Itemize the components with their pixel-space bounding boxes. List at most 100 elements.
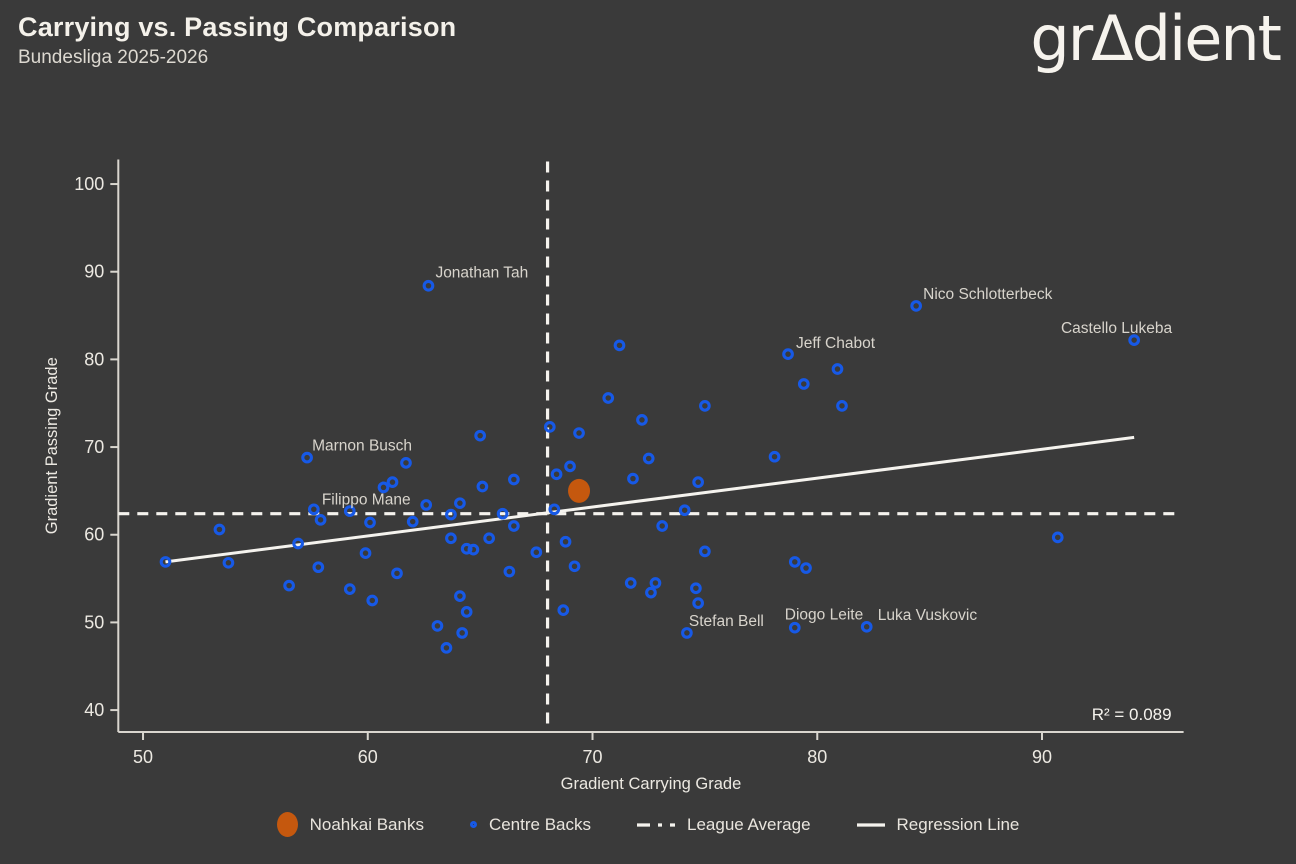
centre-back-point: [386, 476, 399, 488]
player-label: Stefan Bell: [689, 613, 764, 630]
centre-back-point: [454, 590, 466, 602]
centre-back-point: [656, 520, 669, 532]
centre-back-point: [910, 300, 923, 312]
y-tick-label: 70: [84, 437, 104, 457]
centre-back-point: [508, 473, 520, 486]
centre-back-point: [530, 546, 543, 559]
centre-back-point: [613, 339, 626, 352]
centre-back-point: [645, 586, 657, 599]
gradient-logo: grΔdient: [1030, 2, 1282, 75]
legend-item-centre-backs: Centre Backs: [469, 814, 591, 835]
player-label: Marnon Busch: [312, 438, 412, 455]
centre-back-point: [467, 543, 480, 556]
centre-back-point: [573, 427, 585, 439]
centre-back-point: [445, 508, 457, 521]
centre-back-point: [445, 532, 457, 545]
centre-back-point: [548, 503, 561, 516]
chart-legend: Noahkai Banks Centre Backs League Averag…: [0, 812, 1296, 837]
centre-back-point: [343, 505, 356, 517]
player-label: Jeff Chabot: [796, 335, 876, 352]
orange-dot-icon: [276, 812, 298, 837]
centre-back-point: [476, 480, 489, 493]
blue-ring-icon: [469, 821, 477, 828]
page-title: Carrying vs. Passing Comparison: [18, 12, 457, 42]
centre-back-point: [836, 400, 848, 412]
y-tick-label: 40: [84, 700, 104, 720]
centre-back-point: [292, 537, 304, 550]
centre-back-point: [692, 476, 704, 488]
x-axis-title: Gradient Carrying Grade: [561, 775, 742, 793]
centre-back-point: [364, 516, 376, 529]
centre-back-point: [557, 604, 570, 616]
centre-back-point: [564, 460, 576, 473]
legend-label: Noahkai Banks: [309, 814, 424, 834]
x-tick-label: 90: [1032, 747, 1052, 767]
centre-back-point: [508, 520, 520, 532]
centre-back-point: [1128, 334, 1141, 346]
centre-back-point: [503, 565, 516, 578]
centre-back-point: [568, 560, 581, 573]
centre-back-point: [636, 414, 648, 426]
noahkai-banks-point: [568, 478, 591, 503]
centre-back-point: [420, 499, 433, 511]
centre-back-point: [690, 582, 702, 595]
centre-back-point: [454, 497, 466, 510]
legend-label: League Average: [687, 814, 811, 834]
centre-back-point: [312, 561, 325, 574]
centre-back-point: [377, 481, 390, 494]
solid-line-icon: [856, 822, 885, 827]
y-tick-label: 100: [74, 174, 104, 194]
centre-back-point: [699, 400, 711, 412]
x-tick-label: 70: [583, 747, 603, 767]
header: Carrying vs. Passing Comparison Bundesli…: [18, 12, 456, 69]
centre-back-point: [831, 363, 844, 375]
centre-back-point: [788, 556, 801, 568]
centre-back-point: [391, 567, 403, 580]
legend-item-regression-line: Regression Line: [856, 814, 1020, 835]
centre-back-point: [860, 620, 873, 633]
r-squared-label: R² = 0.089: [1092, 705, 1172, 724]
centre-back-point: [624, 577, 637, 589]
dashed-line-icon: [637, 822, 675, 827]
player-label: Luka Vuskovic: [878, 607, 978, 624]
centre-back-point: [366, 594, 379, 607]
x-tick-label: 80: [807, 747, 827, 767]
y-axis-title: Gradient Passing Grade: [43, 357, 61, 534]
centre-back-point: [782, 348, 794, 360]
centre-back-point: [768, 450, 781, 463]
centre-back-point: [460, 606, 473, 618]
centre-back-point: [543, 421, 556, 433]
y-tick-label: 90: [84, 262, 104, 282]
legend-label: Centre Backs: [488, 814, 591, 834]
centre-back-point: [343, 583, 356, 595]
centre-back-point: [440, 641, 453, 654]
legend-label: Regression Line: [896, 814, 1020, 834]
centre-back-point: [483, 532, 495, 545]
player-label: Jonathan Tah: [435, 265, 528, 282]
centre-back-point: [222, 556, 235, 569]
legend-item-noahkai-banks: Noahkai Banks: [276, 812, 424, 837]
x-tick-label: 60: [358, 747, 378, 767]
x-tick-label: 50: [133, 747, 153, 767]
centre-back-point: [213, 523, 226, 536]
centre-back-point: [307, 503, 320, 516]
centre-back-point: [400, 456, 412, 469]
centre-back-point: [460, 542, 473, 555]
centre-back-point: [602, 392, 615, 404]
centre-back-point: [159, 556, 172, 568]
centre-back-point: [301, 451, 313, 464]
centre-back-point: [474, 429, 486, 442]
centre-back-point: [359, 547, 372, 559]
player-label: Diogo Leite: [785, 607, 863, 624]
player-label: Castello Lukeba: [1061, 320, 1173, 337]
y-tick-label: 60: [84, 525, 104, 545]
player-label: Nico Schlotterbeck: [923, 286, 1052, 303]
centre-back-point: [1051, 531, 1064, 544]
centre-back-point: [681, 627, 693, 639]
player-label: Filippo Mane: [322, 491, 411, 508]
page-subtitle: Bundesliga 2025-2026: [18, 47, 209, 68]
centre-back-point: [422, 279, 435, 292]
centre-back-point: [456, 627, 469, 639]
